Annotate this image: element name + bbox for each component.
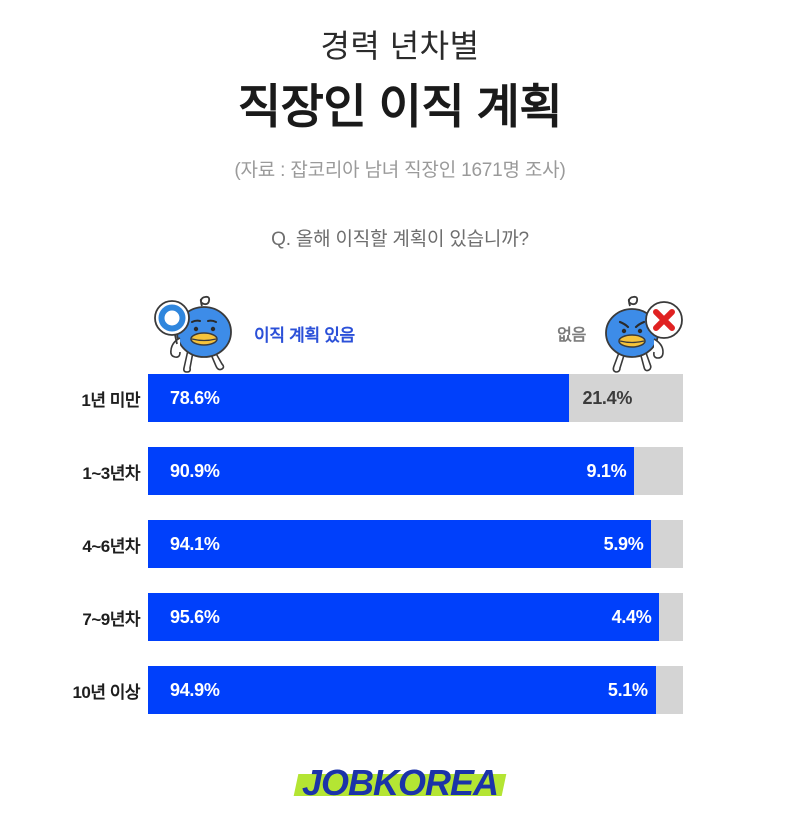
- stacked-bar-chart: 1년 미만 78.6% 21.4% 1~3년차 90.9% 9.1% 4~6년차…: [0, 374, 800, 714]
- bar-track: 94.1% 5.9%: [148, 520, 683, 568]
- bar-segment-yes: [148, 447, 635, 495]
- value-label-yes: 94.1%: [170, 533, 220, 554]
- table-row: 1~3년차 90.9% 9.1%: [0, 447, 800, 495]
- page-title: 직장인 이직 계획: [237, 80, 563, 133]
- source-note: (자료 : 잡코리아 남녀 직장인 1671명 조사): [234, 159, 566, 181]
- jobkorea-logo: JOBKOREA: [293, 760, 507, 806]
- legend-item-yes: 이직 계획 있음: [150, 292, 355, 374]
- bar-track: 90.9% 9.1%: [148, 447, 683, 495]
- row-label: 10년 이상: [72, 682, 140, 702]
- chart-legend: 이직 계획 있음 없음: [0, 292, 800, 374]
- legend-item-no: 없음: [557, 292, 688, 374]
- logo-text: JOBKOREA: [301, 762, 499, 803]
- circle-o-sign-icon: [154, 295, 232, 373]
- table-row: 7~9년차 95.6% 4.4%: [0, 593, 800, 641]
- mascot-yes: [150, 292, 246, 374]
- bar-track: 94.9% 5.1%: [148, 666, 683, 714]
- table-row: 4~6년차 94.1% 5.9%: [0, 520, 800, 568]
- bar-segment-yes: [148, 520, 652, 568]
- value-label-no: 9.1%: [586, 460, 627, 481]
- red-x-sign-icon: [605, 295, 683, 373]
- legend-label-yes: 이직 계획 있음: [254, 325, 355, 345]
- value-label-yes: 95.6%: [170, 606, 220, 627]
- value-label-yes: 94.9%: [170, 679, 220, 700]
- bar-segment-yes: [148, 593, 660, 641]
- bar-segment-yes: [148, 374, 569, 422]
- value-label-no: 5.9%: [603, 533, 644, 554]
- value-label-no: 21.4%: [582, 387, 633, 408]
- row-label: 7~9년차: [82, 609, 140, 629]
- table-row: 1년 미만 78.6% 21.4%: [0, 374, 800, 422]
- survey-question: Q. 올해 이직할 계획이 있습니까?: [271, 228, 529, 250]
- footer: JOBKOREA: [0, 760, 800, 806]
- bar-track: 78.6% 21.4%: [148, 374, 683, 422]
- value-label-no: 4.4%: [611, 606, 652, 627]
- header: 경력 년차별 직장인 이직 계획 (자료 : 잡코리아 남녀 직장인 1671명…: [0, 0, 800, 251]
- mascot-no: [592, 292, 688, 374]
- legend-label-no: 없음: [557, 327, 586, 344]
- row-label: 1년 미만: [81, 390, 140, 410]
- row-label: 4~6년차: [82, 536, 140, 556]
- value-label-yes: 90.9%: [170, 460, 220, 481]
- value-label-no: 5.1%: [607, 679, 648, 700]
- table-row: 10년 이상 94.9% 5.1%: [0, 666, 800, 714]
- row-label: 1~3년차: [82, 463, 140, 483]
- value-label-yes: 78.6%: [170, 387, 220, 408]
- kicker-title: 경력 년차별: [320, 28, 480, 64]
- bar-segment-yes: [148, 666, 656, 714]
- bar-track: 95.6% 4.4%: [148, 593, 683, 641]
